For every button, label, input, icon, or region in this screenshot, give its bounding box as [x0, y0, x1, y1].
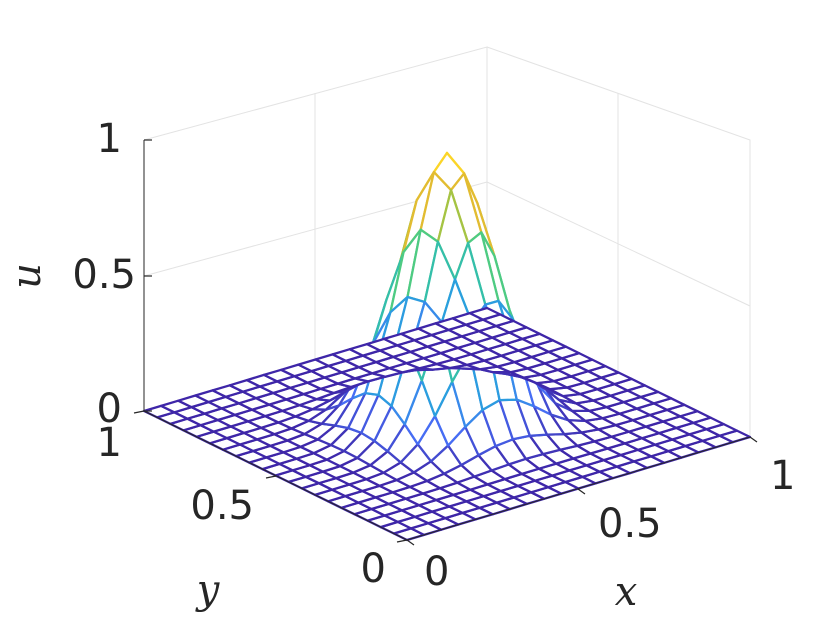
back-wall-yz [486, 46, 751, 437]
mesh-cell [468, 306, 502, 321]
grid-line [486, 181, 751, 307]
y-tick-label: 0.5 [190, 483, 254, 529]
x-tick-mark [749, 436, 758, 443]
axes: 1 0.5 0 1 0.5 0 0 0.5 1 u y x [4, 116, 795, 615]
z-tick-label: 1 [97, 116, 122, 162]
x-tick-mark [577, 488, 586, 495]
surface-mesh [142, 151, 752, 542]
z-tick-label: 0.5 [72, 252, 136, 298]
x-tick-mark [406, 539, 415, 546]
x-tick-label: 0.5 [598, 501, 662, 547]
y-axis-label: y [195, 567, 221, 613]
z-axis-label: u [4, 263, 50, 289]
y-tick-mark [396, 539, 408, 543]
y-tick-mark [265, 475, 277, 479]
x-tick-label: 0 [424, 549, 449, 595]
y-tick-label: 1 [97, 420, 122, 466]
x-tick-label: 1 [770, 453, 795, 499]
y-tick-mark [133, 410, 145, 414]
x-axis-label: x [615, 569, 638, 615]
x-axis-line [406, 436, 751, 541]
z-tick-label: 0 [97, 386, 122, 432]
y-tick-label: 0 [361, 546, 386, 592]
